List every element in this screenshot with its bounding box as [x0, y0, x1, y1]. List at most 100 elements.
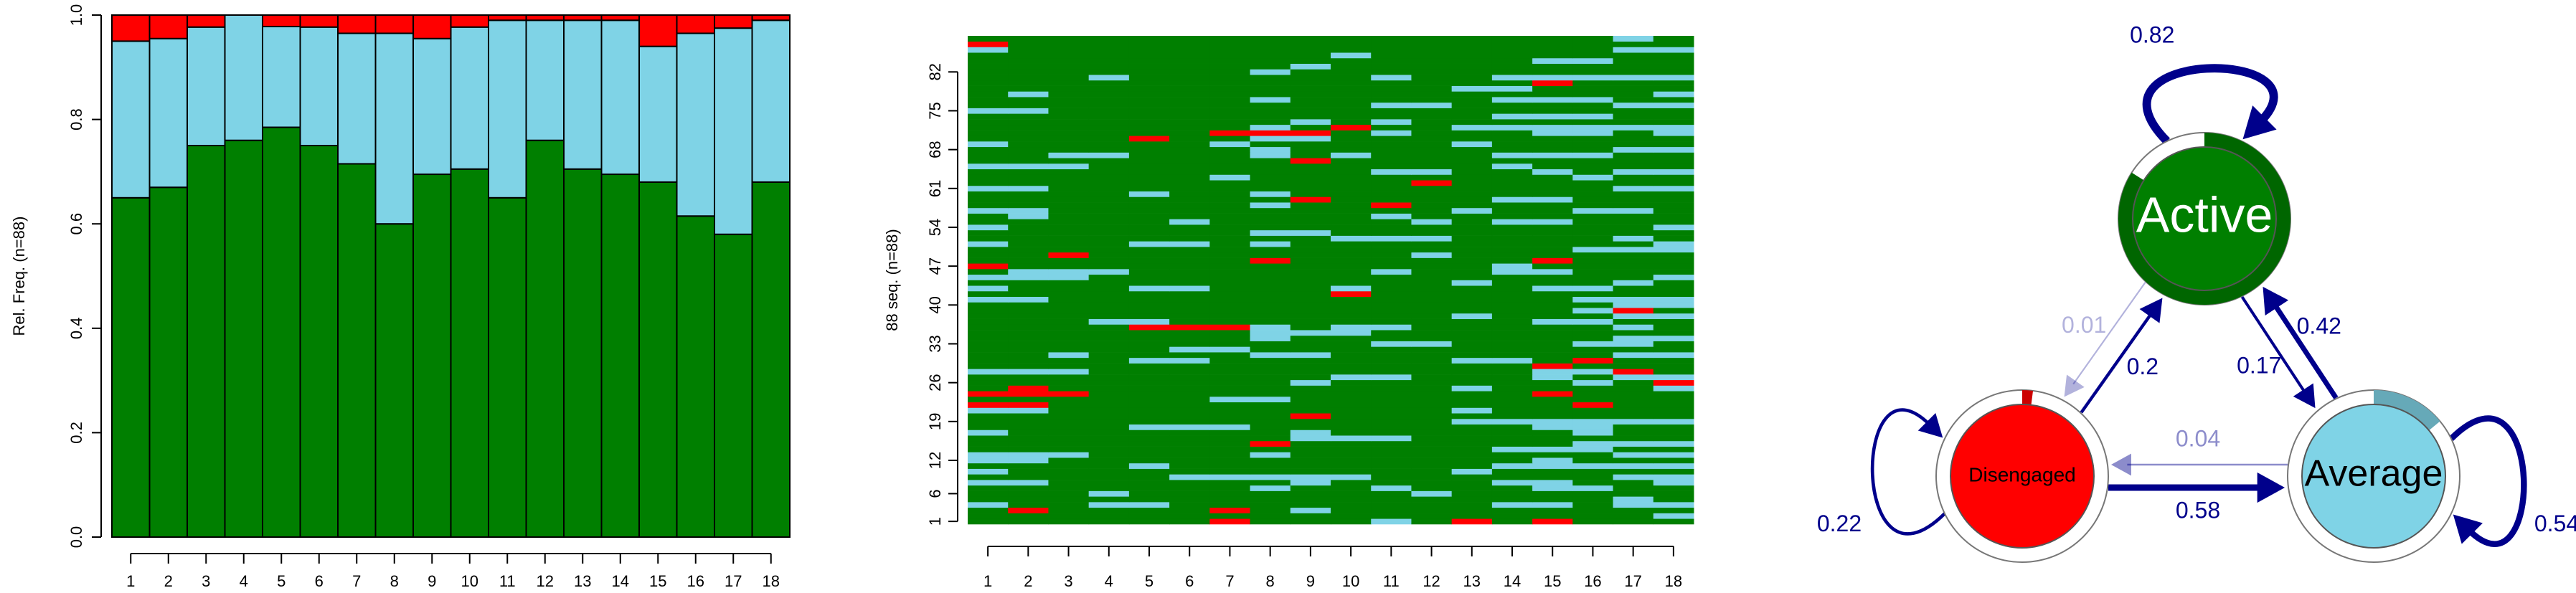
bar-segment — [337, 14, 377, 34]
sequence-cell — [1491, 402, 1533, 408]
sequence-cell — [1209, 247, 1251, 253]
sequence-cell — [1088, 158, 1130, 164]
sequence-cell — [1008, 290, 1049, 298]
sequence-cell — [1331, 507, 1372, 513]
sequence-cell — [1613, 397, 1654, 403]
edge-loop — [1870, 408, 1946, 536]
bar-segment — [525, 139, 565, 539]
sequence-cell — [1209, 363, 1251, 369]
sequence-cell — [1331, 407, 1372, 414]
sequence-cell — [1572, 446, 1614, 452]
sequence-cell — [1290, 41, 1331, 47]
sequence-cell — [1169, 480, 1210, 486]
sequence-cell — [1250, 185, 1291, 191]
sequence-cell — [1653, 391, 1694, 397]
sequence-cell — [1491, 247, 1533, 253]
sequence-cell — [1613, 47, 1654, 53]
sequence-cell — [1169, 369, 1210, 375]
sequence-cell — [1653, 324, 1694, 331]
bar-segment — [187, 14, 226, 28]
x-tick-label: 12 — [1423, 572, 1440, 590]
sequence-cell — [1371, 435, 1412, 442]
sequence-cell — [1008, 269, 1049, 275]
sequence-cell — [1532, 185, 1573, 191]
sequence-cell — [1532, 152, 1573, 158]
sequence-cell — [1008, 446, 1049, 452]
sequence-cell — [1371, 158, 1412, 164]
sequence-cell — [1088, 269, 1130, 275]
sequence-cell — [1451, 335, 1493, 341]
sequence-cell — [1653, 269, 1694, 275]
sequence-cell — [1331, 36, 1372, 42]
sequence-cell — [1088, 224, 1130, 231]
sequence-cell — [1532, 313, 1573, 319]
sequence-cell — [968, 235, 1009, 242]
sequence-cell — [1088, 346, 1130, 353]
sequence-cell — [1653, 490, 1694, 497]
sequence-cell — [1371, 513, 1412, 519]
sequence-cell — [1128, 102, 1170, 108]
sequence-cell — [1572, 302, 1614, 308]
sequence-cell — [1088, 185, 1130, 191]
sequence-cell — [1169, 136, 1210, 142]
sequence-cell — [1048, 152, 1090, 158]
sequence-cell — [1371, 290, 1412, 298]
sequence-cell — [1451, 308, 1493, 314]
sequence-cell — [1532, 397, 1573, 403]
sequence-cell — [1169, 75, 1210, 81]
sequence-cell — [968, 413, 1009, 419]
sequence-cell — [1371, 141, 1412, 148]
sequence-cell — [1169, 196, 1210, 203]
sequence-cell — [1411, 52, 1453, 59]
sequence-cell — [1250, 235, 1291, 242]
sequence-cell — [1371, 490, 1412, 497]
sequence-cell — [1331, 424, 1372, 430]
sequence-cell — [1128, 430, 1170, 436]
sequence-cell — [1451, 324, 1493, 331]
sequence-cell — [1411, 496, 1453, 503]
sequence-cell — [1331, 490, 1372, 497]
arrowhead — [2263, 286, 2289, 316]
sequence-cell — [1290, 313, 1331, 319]
sequence-cell — [1169, 490, 1210, 497]
sequence-cell — [1209, 513, 1251, 519]
sequence-cell — [1088, 391, 1130, 397]
sequence-cell — [1048, 136, 1090, 142]
sequence-cell — [1532, 290, 1573, 298]
sequence-cell — [1128, 357, 1170, 364]
sequence-cell — [1371, 119, 1412, 125]
sequence-cell — [1088, 490, 1130, 497]
sequence-cell — [1169, 296, 1210, 303]
sequence-cell — [1411, 480, 1453, 486]
sequence-cell — [1088, 452, 1130, 458]
sequence-cell — [1250, 496, 1291, 503]
sequence-cell — [1371, 97, 1412, 103]
sequence-cell — [1371, 496, 1412, 503]
sequence-cell — [1128, 224, 1170, 231]
sequence-cell — [1331, 213, 1372, 219]
sequence-cell — [1411, 313, 1453, 319]
sequence-cell — [1209, 146, 1251, 153]
sequence-cell — [1613, 119, 1654, 125]
sequence-cell — [1048, 108, 1090, 114]
sequence-cell — [1128, 296, 1170, 303]
sequence-cell — [1209, 352, 1251, 359]
bar-segment — [412, 174, 452, 538]
sequence-cell — [1128, 313, 1170, 319]
sequence-cell — [1451, 318, 1493, 325]
x-tick-label: 9 — [1306, 572, 1315, 590]
sequence-cell — [1451, 413, 1493, 419]
node-label: Disengaged — [1968, 463, 2075, 485]
sequence-cell — [1169, 219, 1210, 225]
sequence-cell — [1250, 391, 1291, 397]
sequence-cell — [1451, 75, 1493, 81]
sequence-cell — [1532, 207, 1573, 214]
sequence-cell — [1532, 413, 1573, 419]
sequence-cell — [1491, 346, 1533, 353]
sequence-cell — [1532, 285, 1573, 292]
sequence-cell — [1613, 85, 1654, 92]
sequence-cell — [1572, 430, 1614, 436]
sequence-cell — [1169, 290, 1210, 298]
sequence-cell — [1250, 113, 1291, 120]
sequence-cell — [1491, 97, 1533, 103]
